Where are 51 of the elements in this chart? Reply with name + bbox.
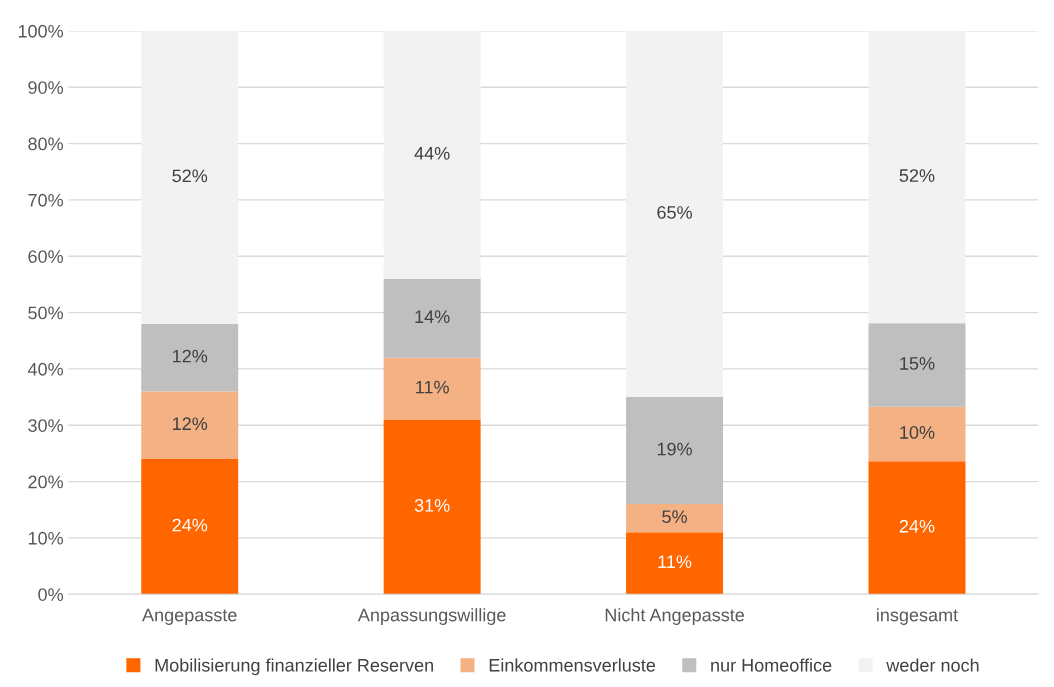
x-tick-label: Anpassungswillige [357,608,506,625]
data-label: 19% [657,442,692,456]
bar [383,357,481,420]
y-tick-label: 0% [38,588,64,601]
bar [626,532,724,595]
bar [383,278,481,358]
data-label: 31% [414,499,450,512]
bar [626,30,724,398]
legend-label: Mobilisierung finanzieller Reserven [155,658,433,676]
legend-label: Einkommensverluste [489,658,656,672]
y-tick-label: 50% [28,306,64,320]
y-tick-label: 70% [28,193,64,207]
y-tick-label: 100% [18,24,64,38]
data-label: 10% [900,426,935,439]
y-tick-label: 20% [28,475,64,489]
bar [141,30,239,324]
data-label: 5% [662,510,687,524]
data-label: 11% [416,380,449,394]
data-label: 24% [172,518,208,532]
bar [868,30,966,324]
data-label: 14% [415,310,450,323]
data-label: 15% [900,357,935,370]
y-tick-label: 30% [28,419,64,432]
x-tick-label: Nicht Angepasste [605,608,745,625]
bar [868,323,966,407]
y-tick-label: 60% [28,250,64,263]
bar [626,504,724,533]
bar [626,397,724,505]
x-tick-label: Angepasste [142,608,237,625]
bar [383,30,481,279]
x-tick-label: insgesamt [877,608,958,625]
y-tick-label: 90% [28,81,64,94]
data-label: 52% [172,169,208,183]
y-tick-label: 80% [28,137,64,151]
bar [383,419,481,595]
data-label: 65% [657,206,692,219]
bar [141,323,239,392]
data-label: 44% [414,146,450,160]
data-label: 24% [899,519,935,533]
y-tick-label: 40% [27,362,64,376]
data-label: 52% [899,169,935,182]
bar [141,459,239,595]
legend-label: nur Homeoffice [711,658,832,672]
legend-label: weder noch [886,658,979,672]
bar [141,391,239,460]
y-tick-label: 10% [28,531,64,545]
data-label: 12% [173,349,208,363]
data-label: 11% [658,555,692,569]
bar [868,406,966,462]
data-label: 12% [173,417,208,431]
bar [868,461,966,595]
